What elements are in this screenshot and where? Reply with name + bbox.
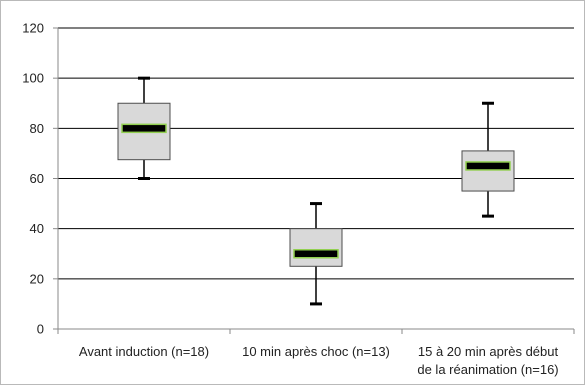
x-category-label: de la réanimation (n=16) <box>417 362 558 377</box>
y-tick-label: 20 <box>30 271 44 286</box>
iqr-box <box>289 228 343 267</box>
y-tick-label: 80 <box>30 121 44 136</box>
x-category-label: Avant induction (n=18) <box>79 344 209 359</box>
y-tick-label: 120 <box>22 21 44 36</box>
x-category-label: 10 min après choc (n=13) <box>242 344 390 359</box>
iqr-box <box>461 150 515 192</box>
median-bar <box>293 249 339 259</box>
median-bar <box>465 161 511 171</box>
y-tick-label: 0 <box>37 322 44 337</box>
y-tick-label: 40 <box>30 221 44 236</box>
x-category-label: 15 à 20 min après début <box>418 344 559 359</box>
median-bar <box>121 123 167 134</box>
y-tick-label: 60 <box>30 171 44 186</box>
y-tick-label: 100 <box>22 71 44 86</box>
